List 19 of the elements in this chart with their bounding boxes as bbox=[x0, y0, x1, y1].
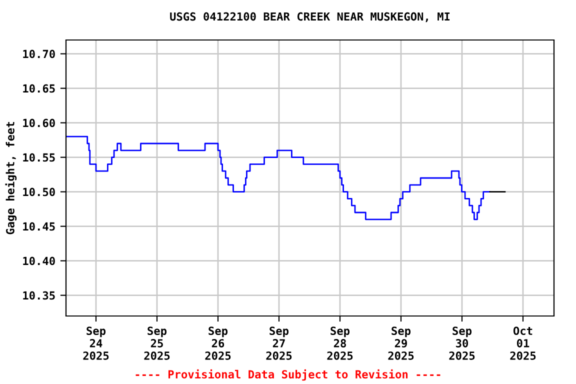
x-tick-label: Sep 28 2025 bbox=[327, 326, 353, 360]
y-tick-label: 10.70 bbox=[23, 50, 55, 58]
y-tick-label: 10.35 bbox=[23, 291, 55, 300]
x-tick-label: Sep 26 2025 bbox=[205, 326, 231, 360]
x-tick-label: Sep 29 2025 bbox=[388, 326, 414, 360]
x-tick-label: Sep 25 2025 bbox=[144, 326, 170, 360]
y-tick-label: 10.60 bbox=[23, 118, 55, 128]
chart-title: USGS 04122100 BEAR CREEK NEAR MUSKEGON, MI bbox=[170, 12, 450, 22]
y-tick-label: 10.65 bbox=[23, 84, 55, 93]
y-tick-label: 10.50 bbox=[23, 188, 55, 196]
y-tick-label: 10.55 bbox=[23, 153, 55, 162]
x-tick-label: Oct 01 2025 bbox=[510, 326, 536, 360]
x-tick-label: Sep 27 2025 bbox=[266, 326, 292, 360]
y-tick-label: 10.40 bbox=[23, 256, 55, 266]
y-axis-title: Gage height, feet bbox=[5, 122, 17, 234]
x-tick-label: Sep 24 2025 bbox=[83, 326, 109, 360]
y-tick-label: 10.45 bbox=[23, 222, 55, 231]
text: ---- Provisional Data Subject to Revision ---- bbox=[136, 369, 440, 381]
x-tick-label: Sep 30 2025 bbox=[449, 326, 475, 360]
